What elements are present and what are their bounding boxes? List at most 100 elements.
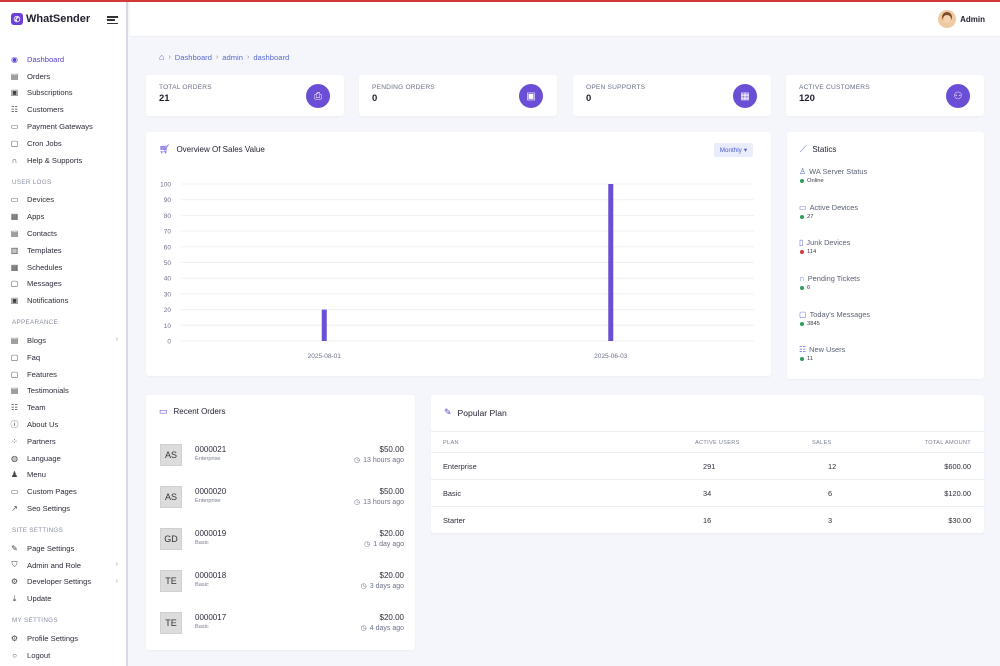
sidebar-item-payment-gateways[interactable]: ▭ Payment Gateways [0,118,126,135]
user-avatar[interactable] [938,10,956,28]
breadcrumb-separator: › [168,53,171,61]
blogs-icon: ▤ [10,336,19,346]
home-icon[interactable]: ⌂ [159,52,165,62]
sidebar-item-menu[interactable]: ♟ Menu [0,467,126,484]
chevron-right-icon[interactable]: › [115,336,118,344]
table-row[interactable]: Enterprise 291 12 $600.00 [431,453,984,480]
card-title: ▭ Recent Orders [159,406,226,417]
statics-item-title: ☷ New Users [799,345,845,354]
sidebar-item-customers[interactable]: ☷ Customers [0,101,126,118]
order-row[interactable]: TE 0000017 Basic $20.00 ◷ 4 days ago [160,612,404,634]
breadcrumb-item[interactable]: admin [222,52,243,62]
sidebar-item-devices[interactable]: ▭ Devices [0,192,126,209]
active-users-cell: 34 [703,489,712,498]
devices-icon: ▭ [799,203,807,212]
server-icon: ♙ [799,167,807,176]
chart-bar[interactable] [608,184,614,341]
sidebar-item-team[interactable]: ☷ Team [0,399,126,416]
hamburger-menu-icon[interactable] [107,16,118,24]
order-row[interactable]: GD 0000019 Basic $20.00 ◷ 1 day ago [160,528,404,550]
sidebar-item-label: Cron Jobs [27,138,62,148]
sidebar-item-help-supports[interactable]: ∩ Help & Supports [0,152,126,169]
sidebar-item-schedules[interactable]: ▦ Schedules [0,259,126,276]
order-id: 0000017 [195,613,227,622]
users-icon: ⚇ [946,84,970,108]
order-time-text: 13 hours ago [363,457,404,464]
brand-name: WhatSender [26,13,91,25]
order-time-text: 13 hours ago [363,499,404,506]
table-row[interactable]: Starter 16 3 $30.00 [431,507,984,534]
statics-item: ▯ Junk Devices 114 [799,238,850,255]
order-row[interactable]: TE 0000018 Basic $20.00 ◷ 3 days ago [160,570,404,592]
sidebar-item-blogs[interactable]: ▤ Blogs › [0,332,126,349]
sidebar-item-apps[interactable]: ▦ Apps [0,208,126,225]
stat-label: ACTIVE CUSTOMERS [799,84,870,91]
user-name[interactable]: Admin [960,15,985,24]
apps-icon: ▦ [10,212,19,222]
statics-item-label: Pending Tickets [807,274,860,283]
sidebar-item-orders[interactable]: ▤ Orders [0,68,126,85]
order-id: 0000021 [195,445,227,454]
order-plan: Enterprise [195,456,221,462]
sidebar-item-custom-pages[interactable]: ▭ Custom Pages [0,483,126,500]
chevron-right-icon[interactable]: › [115,560,118,568]
plan-name: Enterprise [443,462,477,471]
sidebar-item-testimonials[interactable]: ▤ Testimonials [0,383,126,400]
sidebar-item-messages[interactable]: ▢ Messages [0,276,126,293]
statics-item-title: ▢ Today's Messages [799,310,870,319]
sidebar-item-logout[interactable]: ○ Logout [0,647,126,664]
sidebar-item-features[interactable]: ▢ Features [0,366,126,383]
sidebar-item-update[interactable]: ⤓ Update [0,590,126,607]
sidebar-item-templates[interactable]: ▥ Templates [0,242,126,259]
sidebar-item-notifications[interactable]: ▣ Notifications [0,292,126,309]
sidebar-item-label: Templates [27,245,62,255]
menu-icon: ♟ [10,470,19,480]
order-plan: Enterprise [195,498,221,504]
breadcrumb-item[interactable]: Dashboard [174,52,212,62]
brand[interactable]: ✆ WhatSender [11,13,90,25]
card-title: 🛒︎ Overview Of Sales Value [159,144,265,155]
breadcrumb-item[interactable]: dashboard [253,52,290,62]
status-dot [800,179,804,183]
headset-icon: ∩ [11,155,18,165]
sidebar-item-admin-and-role[interactable]: ⛉ Admin and Role › [0,557,126,574]
sidebar-item-developer-settings[interactable]: ⚙ Developer Settings › [0,574,126,591]
order-row[interactable]: AS 0000021 Enterprise $50.00 ◷ 13 hours ago [160,444,404,466]
chart-bar[interactable] [321,309,327,341]
chevron-right-icon[interactable]: › [115,577,118,585]
sidebar-item-faq[interactable]: ▢ Faq [0,349,126,366]
statics-item-label: Active Devices [809,203,859,212]
trash-icon: ▯ [799,238,804,247]
order-amount: $50.00 [379,487,404,496]
sidebar-item-partners[interactable]: ⁘ Partners [0,433,126,450]
period-dropdown[interactable]: Monthly ▾ [713,143,753,157]
sidebar-item-cron-jobs[interactable]: ▢ Cron Jobs [0,135,126,152]
statics-item: ∩ Pending Tickets 6 [799,274,860,291]
whatsapp-logo-icon: ✆ [11,13,23,25]
partners-icon: ⁘ [11,436,18,446]
plan-name: Basic [443,489,462,498]
sidebar-item-subscriptions[interactable]: ▣ Subscriptions [0,85,126,102]
order-row[interactable]: AS 0000020 Enterprise $50.00 ◷ 13 hours ago [160,486,404,508]
y-tick-label: 90 [164,197,172,204]
statics-item-title: ♙ WA Server Status [799,167,867,176]
sidebar-item-seo-settings[interactable]: ↗ Seo Settings [0,500,126,517]
status-dot [800,322,804,326]
sidebar-item-page-settings[interactable]: ✎ Page Settings [0,540,126,557]
customer-avatar: TE [160,612,182,634]
sidebar-item-profile-settings[interactable]: ⚙ Profile Settings [0,630,126,647]
sidebar-item-language[interactable]: ◍ Language [0,450,126,467]
sidebar-item-label: Logout [27,650,51,660]
sidebar-item-about-us[interactable]: ⓘ About Us [0,416,126,433]
sidebar-section-title: SITE SETTINGS [12,526,64,534]
sidebar-item-contacts[interactable]: ▤ Contacts [0,225,126,242]
order-time-text: 1 day ago [373,541,404,548]
sidebar-item-label: Team [27,403,46,413]
card-title: ✎ Popular Plan [444,407,507,418]
statics-item-value: 3845 [799,321,870,327]
table-row[interactable]: Basic 34 6 $120.00 [431,480,984,507]
developer-icon: ⚙ [10,577,19,587]
customer-avatar: AS [160,444,182,466]
cart-icon: 🛒︎ [159,144,171,154]
sidebar-item-dashboard[interactable]: ◉ Dashboard [0,51,126,68]
